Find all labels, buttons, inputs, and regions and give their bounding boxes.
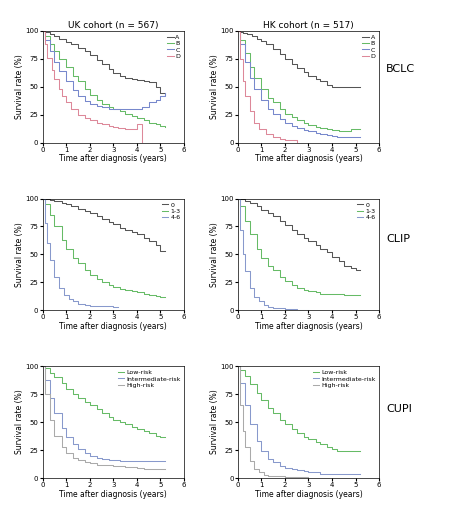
Y-axis label: Survival rate (%): Survival rate (%): [210, 222, 219, 287]
Y-axis label: Survival rate (%): Survival rate (%): [210, 54, 219, 119]
X-axis label: Time after diagnosis (years): Time after diagnosis (years): [59, 154, 167, 163]
Legend: A, B, C, D: A, B, C, D: [362, 34, 376, 60]
X-axis label: Time after diagnosis (years): Time after diagnosis (years): [255, 322, 363, 331]
Y-axis label: Survival rate (%): Survival rate (%): [15, 222, 24, 287]
Y-axis label: Survival rate (%): Survival rate (%): [210, 390, 219, 454]
Text: CUPI: CUPI: [386, 403, 412, 414]
Legend: Low-risk, Intermediate-risk, High-risk: Low-risk, Intermediate-risk, High-risk: [117, 370, 181, 389]
X-axis label: Time after diagnosis (years): Time after diagnosis (years): [255, 154, 363, 163]
Legend: Low-risk, Intermediate-risk, High-risk: Low-risk, Intermediate-risk, High-risk: [312, 370, 376, 389]
Title: HK cohort (n = 517): HK cohort (n = 517): [263, 21, 354, 30]
X-axis label: Time after diagnosis (years): Time after diagnosis (years): [59, 322, 167, 331]
Y-axis label: Survival rate (%): Survival rate (%): [15, 390, 24, 454]
Legend: 0, 1-3, 4-6: 0, 1-3, 4-6: [162, 201, 181, 221]
Text: CLIP: CLIP: [386, 234, 410, 244]
Legend: A, B, C, D: A, B, C, D: [167, 34, 181, 60]
Legend: 0, 1-3, 4-6: 0, 1-3, 4-6: [356, 201, 376, 221]
X-axis label: Time after diagnosis (years): Time after diagnosis (years): [59, 489, 167, 499]
Title: UK cohort (n = 567): UK cohort (n = 567): [68, 21, 159, 30]
Text: BCLC: BCLC: [386, 64, 415, 75]
Y-axis label: Survival rate (%): Survival rate (%): [15, 54, 24, 119]
X-axis label: Time after diagnosis (years): Time after diagnosis (years): [255, 489, 363, 499]
